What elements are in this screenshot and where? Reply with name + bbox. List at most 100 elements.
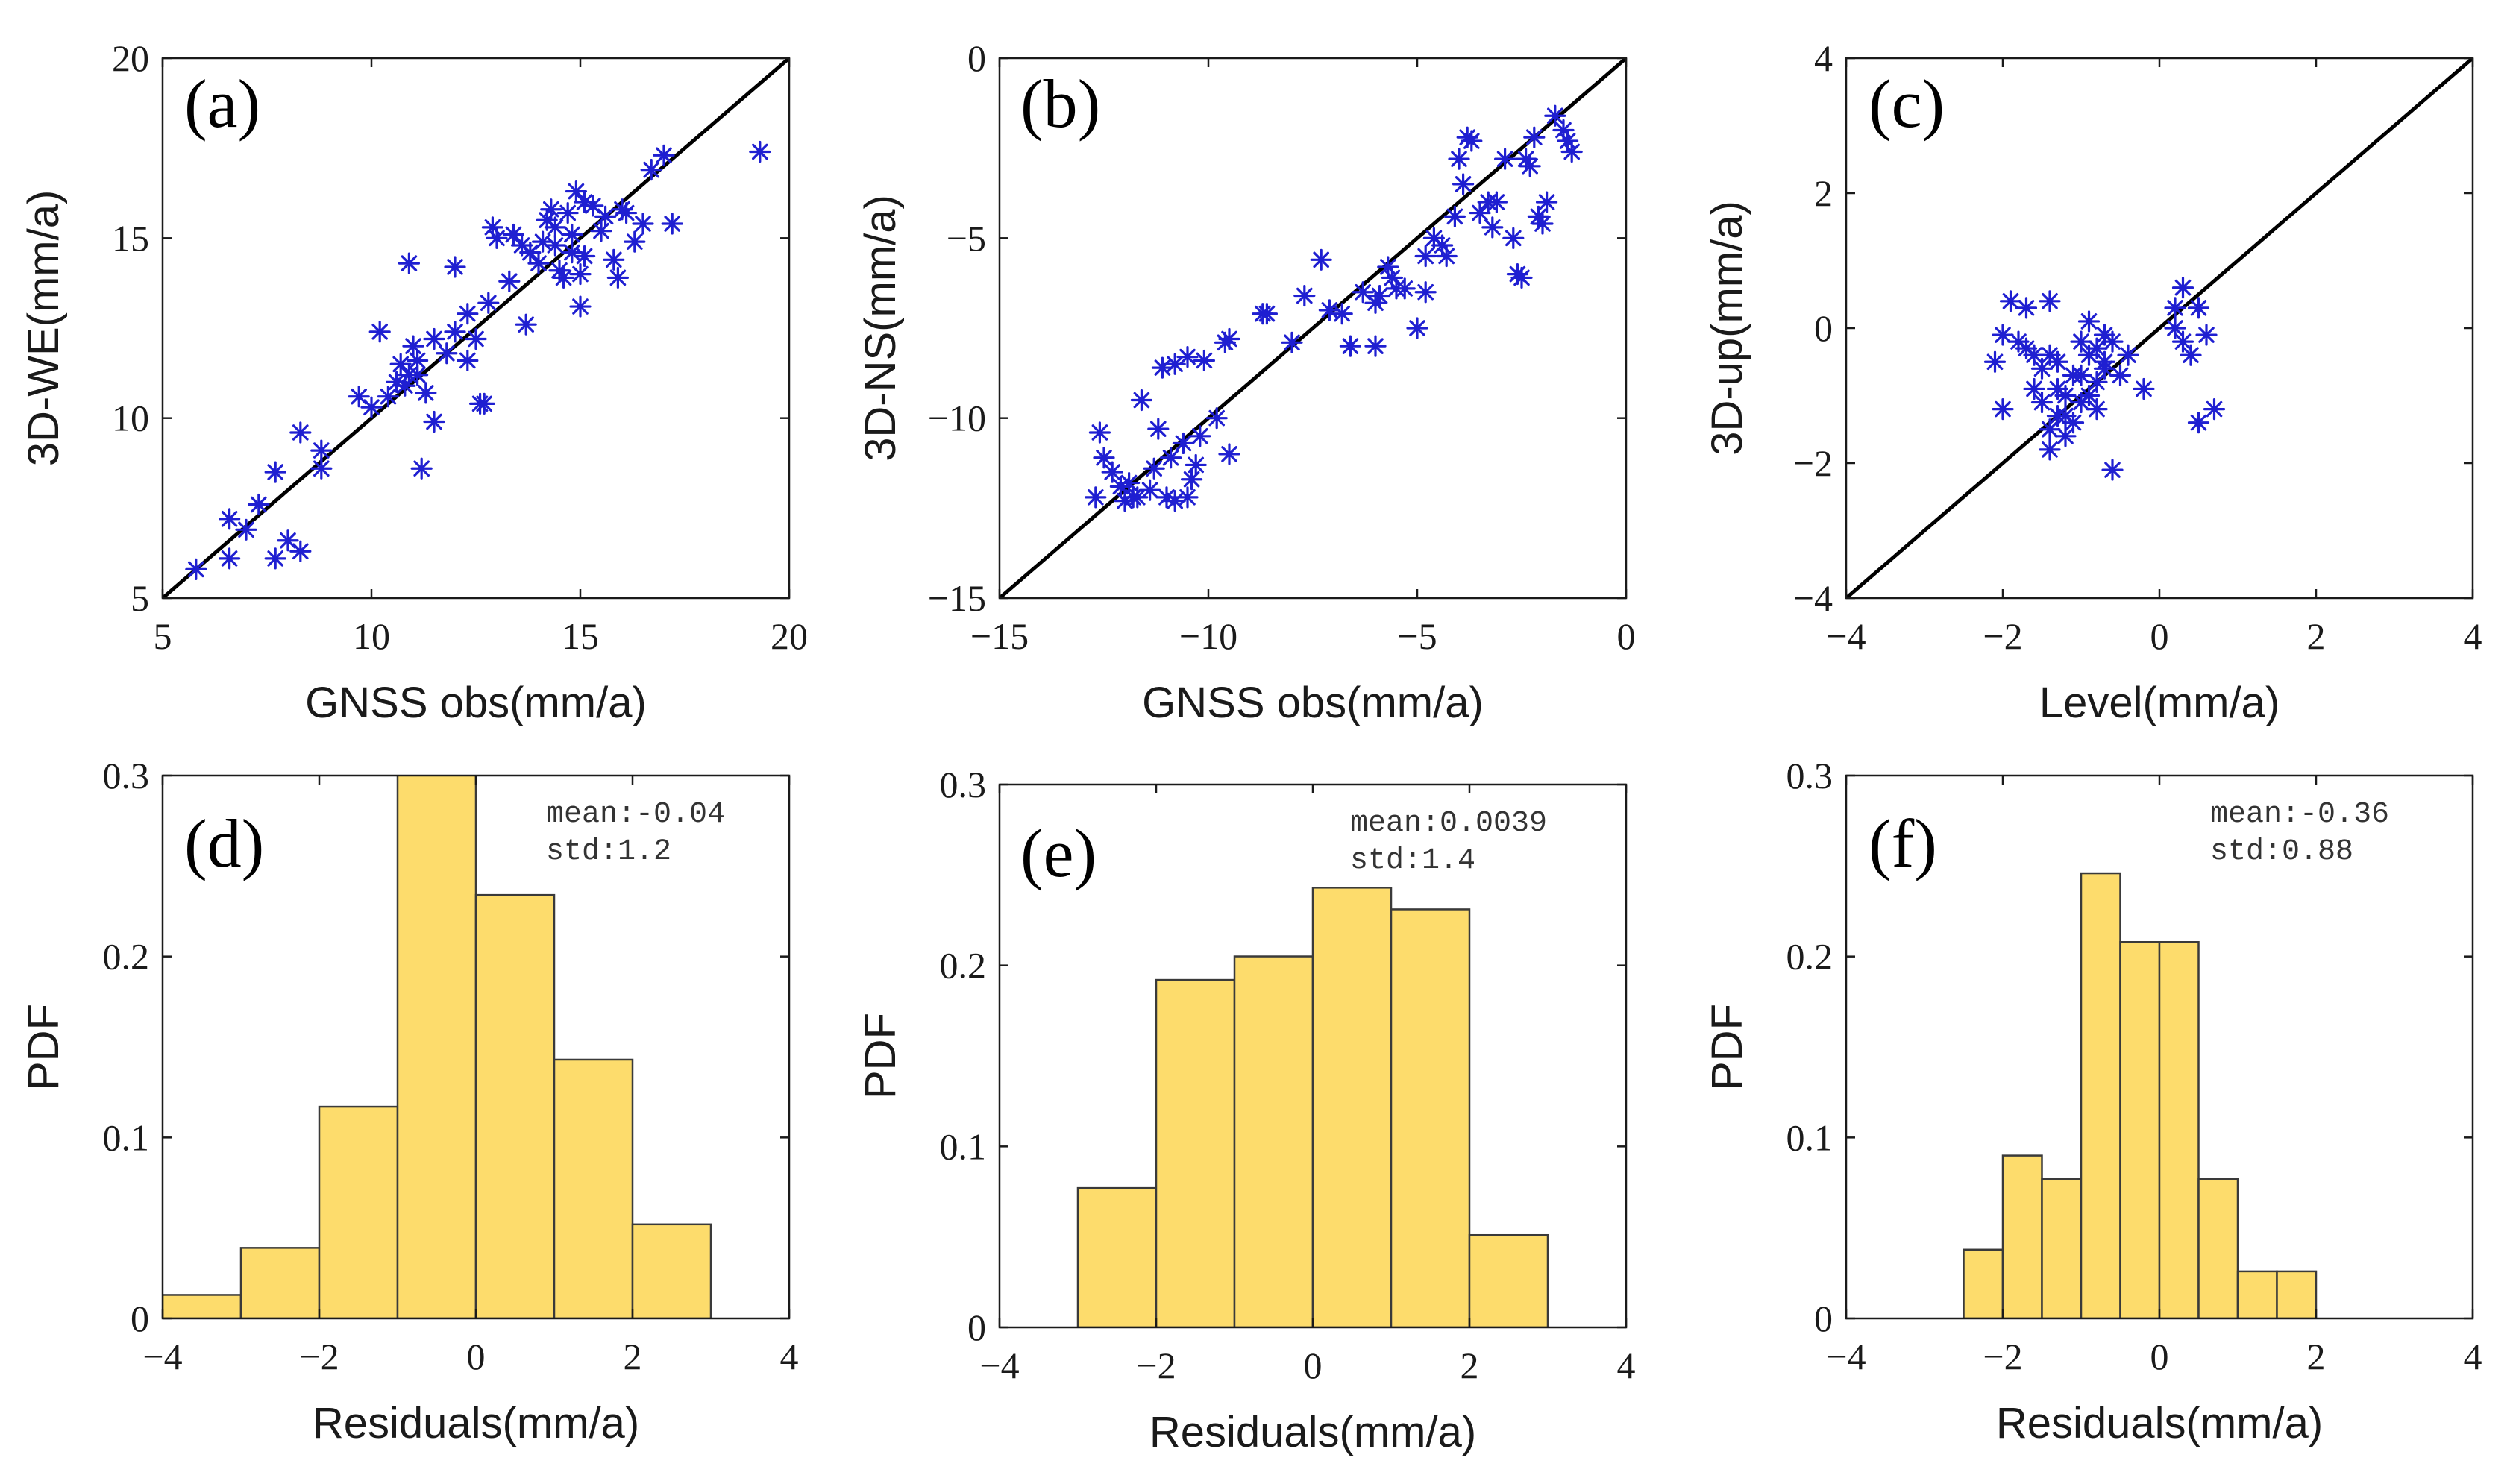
marker-stroke [1355, 283, 1371, 301]
marker-stroke [585, 198, 601, 214]
scatter-point [423, 410, 445, 433]
scatter-point [527, 252, 550, 274]
scatter-point [544, 216, 567, 239]
marker-stroke [392, 356, 409, 373]
marker-stroke [534, 233, 551, 250]
histogram-bar [2041, 1178, 2083, 1318]
marker-stroke [459, 352, 476, 369]
plot-area [1000, 58, 1626, 598]
scatter-point [624, 230, 646, 253]
marker-stroke [221, 511, 238, 527]
marker-stroke [2042, 421, 2058, 438]
x-tick-label: 0 [2150, 1336, 2169, 1377]
scatter-point [561, 223, 583, 246]
marker-stroke [1196, 352, 1213, 369]
scatter-point [1281, 331, 1303, 353]
scatter-point [348, 386, 370, 408]
scatter-point [410, 457, 433, 480]
scatter-point [594, 205, 617, 227]
marker-stroke [518, 316, 534, 333]
scatter-point [1519, 155, 1541, 177]
marker-stroke [513, 237, 530, 254]
marker-stroke [1384, 269, 1401, 286]
scatter-point [582, 195, 604, 217]
scatter-point [606, 266, 630, 289]
scatter-point [264, 547, 286, 570]
marker-stroke [1221, 446, 1237, 462]
marker-stroke [1104, 464, 1120, 480]
scatter-point [2203, 397, 2226, 421]
marker-stroke [1129, 489, 1146, 506]
marker-stroke [1488, 194, 1505, 210]
marker-stroke [1221, 330, 1237, 348]
scatter-point [2030, 391, 2054, 414]
scatter-point [1461, 130, 1483, 152]
panel-label: (c) [1869, 66, 1945, 142]
scatter-point [377, 386, 400, 408]
scatter-point [1448, 148, 1470, 170]
marker-stroke [2089, 374, 2105, 391]
x-tick-label: 4 [2464, 615, 2482, 657]
scatter-point [640, 159, 662, 181]
histogram-bar [2158, 941, 2200, 1318]
scatter-point [289, 540, 312, 562]
y-tick-label: −15 [928, 577, 986, 619]
scatter-point [531, 230, 554, 253]
marker-stroke [292, 424, 309, 441]
scatter-point [544, 234, 567, 257]
scatter-point [1510, 266, 1533, 289]
scatter-point [615, 201, 638, 224]
marker-stroke [2033, 394, 2051, 411]
marker-stroke [1120, 474, 1138, 491]
marker-stroke [480, 295, 497, 312]
scatter-point [519, 242, 542, 264]
y-tick-label: 20 [112, 37, 149, 79]
marker-stroke [1472, 204, 1488, 221]
marker-stroke [1986, 353, 2004, 371]
marker-stroke [2167, 300, 2183, 316]
scatter-point [1164, 490, 1186, 512]
marker-stroke [2104, 333, 2121, 350]
marker-stroke [551, 262, 568, 279]
x-axis-label: GNSS obs(mm/a) [305, 679, 647, 727]
marker-stroke [656, 147, 672, 164]
scatter-point [1352, 281, 1374, 304]
marker-stroke [576, 194, 593, 210]
plot-area [163, 58, 789, 598]
x-axis-label: GNSS obs(mm/a) [1142, 679, 1484, 727]
scatter-point [1452, 173, 1475, 195]
scatter-point [235, 518, 257, 541]
scatter-point [289, 421, 312, 444]
scatter-point [2109, 364, 2132, 386]
scatter-point [2171, 277, 2194, 299]
marker-stroke [1380, 259, 1396, 275]
marker-stroke [418, 385, 434, 401]
scatter-point [1185, 453, 1207, 477]
scatter-point [540, 198, 562, 221]
x-tick-label: 2 [2307, 615, 2326, 657]
marker-stroke [1371, 287, 1388, 304]
marker-stroke [505, 226, 522, 243]
marker-stroke [547, 237, 564, 254]
marker-stroke [1409, 320, 1425, 336]
scatter-point [2101, 330, 2124, 353]
scatter-point [1180, 468, 1203, 491]
scatter-point [1502, 227, 1525, 249]
one-to-one-line [1000, 58, 1626, 598]
marker-stroke [2080, 387, 2098, 404]
x-axis-label: Level(mm/a) [2039, 679, 2280, 727]
stats-text: mean:0.0039 [1350, 807, 1547, 840]
scatter-point [2117, 344, 2139, 366]
y-tick-label: 2 [1814, 172, 1833, 214]
scatter-point [1531, 213, 1554, 235]
scatter-point [1493, 148, 1516, 170]
marker-stroke [1179, 489, 1196, 506]
marker-stroke [664, 216, 680, 232]
marker-stroke [1158, 489, 1175, 506]
marker-stroke [1463, 133, 1480, 149]
scatter-point [1101, 461, 1123, 483]
marker-stroke [1530, 208, 1547, 225]
marker-stroke [530, 255, 547, 271]
x-tick-label: 2 [2307, 1336, 2326, 1377]
